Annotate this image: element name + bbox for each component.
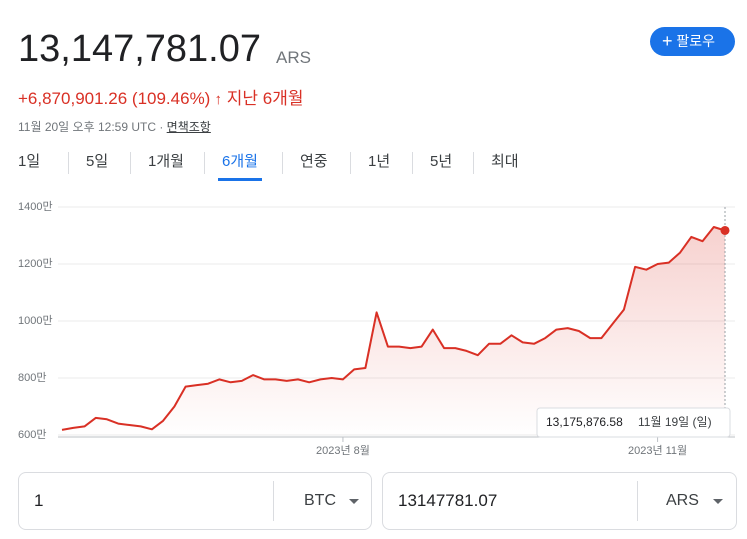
tab[interactable]: 1일	[18, 153, 41, 170]
timestamp: 11월 20일 오후 12:59 UTC	[18, 120, 156, 134]
tab[interactable]: 1개월	[148, 153, 184, 170]
change-row: +6,870,901.26 (109.46%) ↑ 지난 6개월	[18, 89, 304, 108]
tab-separator	[282, 152, 283, 174]
divider	[273, 481, 274, 521]
disclaimer[interactable]: 면책조항	[166, 120, 211, 134]
area	[62, 227, 725, 437]
to-amount[interactable]: 13147781.07	[398, 491, 498, 510]
tab-separator	[350, 152, 351, 174]
tab[interactable]: 5일	[86, 153, 109, 170]
price-line	[61, 226, 726, 431]
to-box[interactable]: 13147781.07 ARS	[382, 472, 737, 530]
timestamp-row: 11월 20일 오후 12:59 UTC · 면책조항	[18, 120, 211, 134]
to-currency[interactable]: ARS	[666, 492, 699, 509]
tab-separator	[204, 152, 205, 174]
tab-separator	[412, 152, 413, 174]
from-currency[interactable]: BTC	[304, 492, 336, 509]
y-tick-label: 800만	[18, 371, 46, 384]
dropdown-arrow	[713, 499, 723, 509]
price: 13,147,781.07	[18, 28, 262, 70]
y-tick-label: 1400만	[18, 200, 53, 213]
tab[interactable]: 1년	[368, 153, 391, 170]
divider	[637, 481, 638, 521]
hover-dot	[720, 225, 730, 235]
tab[interactable]: 연중	[300, 153, 328, 170]
period: 지난 6개월	[226, 89, 304, 108]
tooltip-date: 11월 19일 (일)	[638, 415, 712, 429]
x-tick-label: 2023년 8월	[316, 444, 370, 457]
dropdown-arrow	[349, 499, 359, 509]
from-box[interactable]: 1 BTC	[18, 472, 372, 530]
y-tick-label: 1000만	[18, 314, 53, 327]
tab-separator	[473, 152, 474, 174]
x-tick-label: 2023년 11월	[628, 444, 687, 457]
y-tick-label: 600만	[18, 428, 46, 441]
change: +6,870,901.26 (109.46%)	[18, 89, 211, 108]
tab-separator	[68, 152, 69, 174]
tab[interactable]: 6개월	[218, 150, 262, 181]
tooltip-value: 13,175,876.58	[546, 415, 623, 429]
tab[interactable]: 5년	[430, 153, 453, 170]
tooltip-box	[536, 407, 731, 438]
tooltip: 13,175,876.58 11월 19일 (일)	[536, 407, 731, 438]
tab[interactable]: 최대	[491, 153, 519, 170]
follow-label: 팔로우	[676, 33, 716, 49]
from-amount[interactable]: 1	[34, 491, 44, 510]
currency: ARS	[276, 48, 311, 67]
y-tick-label: 1200만	[18, 257, 53, 270]
follow-button[interactable]: + 팔로우	[650, 27, 735, 56]
tab-separator	[130, 152, 131, 174]
